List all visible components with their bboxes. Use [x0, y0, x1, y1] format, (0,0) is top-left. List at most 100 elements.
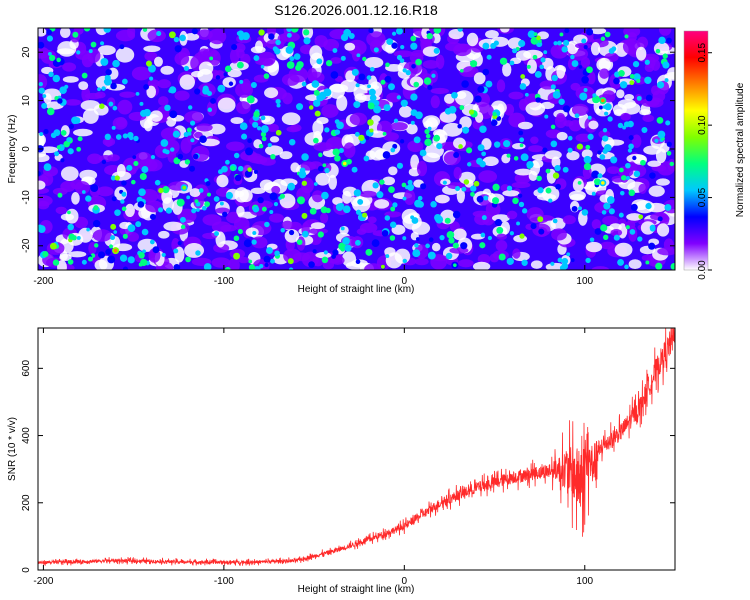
- heatmap-cell: [594, 228, 602, 235]
- heatmap-cell: [191, 28, 198, 35]
- heatmap-cell: [191, 145, 210, 162]
- heatmap-cell: [519, 137, 525, 143]
- heatmap-cell: [369, 128, 374, 133]
- heatmap-cell: [244, 170, 253, 178]
- colorbar-ticks: 0.00 0.05 0.10 0.15: [697, 43, 712, 280]
- heatmap-cell: [362, 212, 368, 218]
- heatmap-cell: [396, 162, 404, 169]
- heatmap-cell: [655, 262, 663, 270]
- heatmap-cell: [351, 166, 358, 173]
- heatmap-cell: [74, 181, 90, 195]
- heatmap-cell: [433, 134, 441, 142]
- heatmap-cell: [550, 124, 556, 130]
- heatmap-cell: [632, 155, 637, 161]
- heatmap-cell: [528, 145, 543, 153]
- heatmap-cell: [502, 190, 520, 197]
- heatmap-cell: [562, 166, 569, 173]
- heatmap-cell: [38, 87, 45, 94]
- heatmap-cell: [183, 131, 189, 138]
- heatmap-cell: [169, 86, 177, 94]
- heatmap-cell: [576, 143, 583, 150]
- heatmap-cell: [176, 198, 185, 207]
- heatmap-cell: [96, 186, 114, 197]
- heatmap-cell: [257, 51, 276, 67]
- heatmap-cell: [396, 95, 401, 100]
- heatmap-cell: [38, 224, 43, 230]
- heatmap-cell: [445, 252, 453, 260]
- heatmap-cell: [237, 30, 244, 37]
- heatmap-cell: [222, 77, 236, 88]
- heatmap-cell: [142, 28, 148, 32]
- heatmap-cell: [579, 92, 588, 101]
- heatmap-cell: [260, 115, 266, 121]
- heatmap-cell: [592, 93, 597, 98]
- heatmap-cell: [311, 80, 320, 88]
- heatmap-cell: [234, 174, 242, 182]
- heatmap-cell: [613, 234, 620, 241]
- heatmap-cell: [138, 188, 146, 197]
- heatmap-cell: [550, 84, 556, 90]
- heatmap-cell: [92, 229, 112, 242]
- heatmap-cell: [557, 40, 562, 46]
- heatmap-cell: [110, 223, 117, 230]
- heatmap-cell: [472, 261, 491, 270]
- heatmap-cell: [666, 37, 672, 44]
- heatmap-cell: [121, 206, 127, 212]
- heatmap-cell: [275, 98, 281, 105]
- heatmap-cell: [217, 84, 226, 93]
- heatmap-cell: [382, 151, 391, 159]
- heatmap-cell: [467, 162, 472, 167]
- heatmap-cell: [251, 236, 268, 249]
- heatmap-cell: [208, 28, 227, 45]
- heatmap-cell: [571, 205, 578, 212]
- heatmap-cell: [581, 38, 587, 44]
- heatmap-cell: [324, 127, 330, 133]
- heatmap-cell: [619, 167, 624, 173]
- heatmap-cell: [237, 165, 244, 172]
- heatmap-cell: [311, 190, 324, 203]
- heatmap-cell: [325, 59, 333, 67]
- heatmap-cell: [100, 58, 109, 66]
- heatmap-cell: [631, 134, 642, 148]
- heatmap-cell: [604, 31, 611, 38]
- heatmap-cell: [474, 95, 482, 103]
- heatmap-cell: [93, 243, 99, 248]
- heatmap-cell: [46, 35, 53, 42]
- heatmap-cell: [38, 28, 47, 37]
- heatmap-cell: [289, 56, 295, 62]
- heatmap-cell: [628, 259, 642, 270]
- heatmap-cell: [196, 208, 200, 212]
- heatmap-cell: [309, 207, 317, 215]
- heatmap-cell: [355, 259, 361, 265]
- heatmap-cell: [85, 195, 92, 202]
- heatmap-cell: [303, 29, 310, 36]
- heatmap-cell: [241, 32, 250, 41]
- heatmap-cell: [196, 123, 213, 132]
- heatmap-cell: [570, 54, 575, 60]
- heatmap-cell: [316, 58, 323, 65]
- heatmap-cell: [308, 261, 315, 268]
- heatmap-cell: [317, 165, 324, 172]
- heatmap-cell: [597, 173, 603, 179]
- heatmap-cell: [587, 115, 592, 120]
- heatmap-cell: [518, 39, 526, 48]
- heatmap-cell: [132, 155, 137, 159]
- heatmap-cell: [189, 188, 201, 198]
- heatmap-cell: [288, 267, 294, 270]
- heatmap-cell: [349, 112, 368, 126]
- heatmap-cell: [120, 199, 125, 204]
- heatmap-cell: [184, 159, 191, 165]
- heatmap-cell: [410, 93, 418, 101]
- heatmap-cell: [392, 202, 398, 208]
- heatmap-cell: [77, 136, 83, 142]
- heatmap-cell: [410, 42, 418, 50]
- heatmap-cell: [590, 28, 607, 35]
- heatmap-cell: [297, 196, 306, 205]
- heatmap-cell: [453, 43, 472, 57]
- heatmap-cell: [508, 91, 524, 100]
- heatmap-cell: [253, 169, 259, 174]
- heatmap-cell: [413, 136, 421, 144]
- heatmap-cell: [560, 265, 567, 270]
- heatmap-cell: [121, 78, 128, 85]
- heatmap-cell: [180, 224, 186, 230]
